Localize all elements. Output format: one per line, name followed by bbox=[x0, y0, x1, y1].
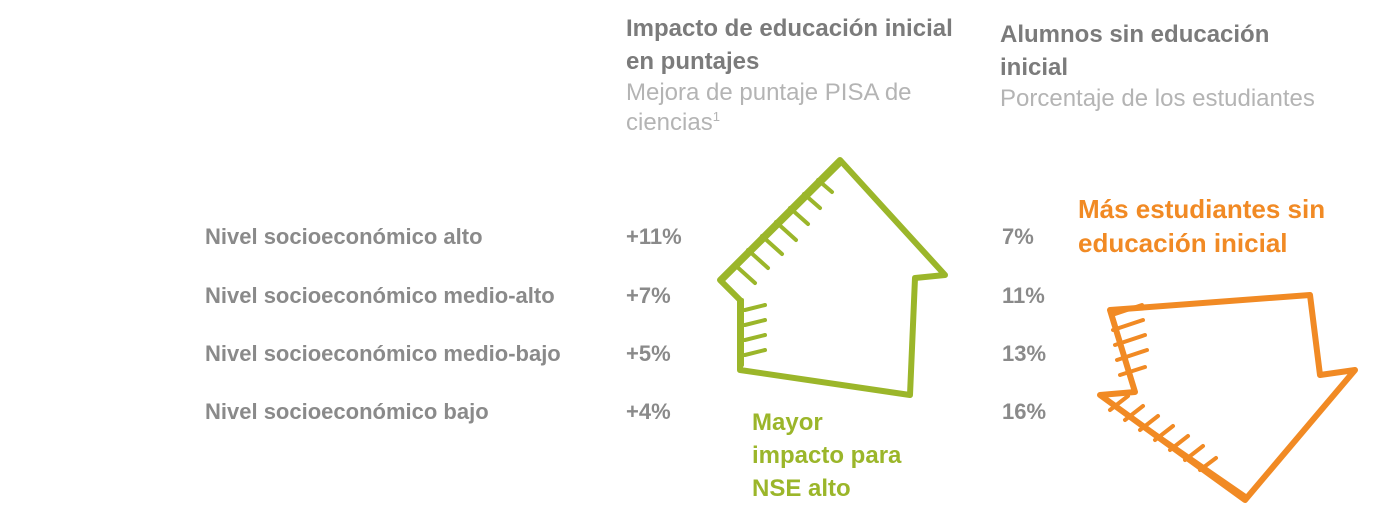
column-title: Impacto de educación inicial en puntajes bbox=[626, 15, 953, 75]
row-value: 11% bbox=[1002, 283, 1045, 308]
row-value: +7% bbox=[626, 283, 671, 308]
row-value: 13% bbox=[1002, 341, 1047, 366]
row-label: Nivel socioeconómico medio-bajo bbox=[205, 341, 561, 366]
column-subtitle: Mejora de puntaje PISA de ciencias1 bbox=[626, 78, 956, 138]
column-header: Alumnos sin educación inicial Porcentaje… bbox=[1000, 18, 1380, 114]
row-value: 16% bbox=[1002, 399, 1047, 424]
orange-arrow bbox=[1097, 292, 1358, 503]
column-header: Impacto de educación inicial en puntajes… bbox=[626, 12, 956, 138]
row-value: +5% bbox=[626, 341, 671, 366]
row-value: +4% bbox=[626, 399, 671, 424]
column-subtitle: Porcentaje de los estudiantes bbox=[1000, 85, 1315, 112]
green-arrow bbox=[717, 157, 948, 398]
row-label: Nivel socioeconómico medio-alto bbox=[205, 283, 555, 308]
annotation: Mayor impacto para NSE alto bbox=[752, 409, 902, 502]
row-value: +11% bbox=[626, 224, 682, 249]
subtitle-text: Mejora de puntaje PISA de ciencias bbox=[626, 79, 912, 136]
footnote-marker: 1 bbox=[712, 109, 720, 124]
column-title: Alumnos sin educación inicial bbox=[1000, 21, 1270, 81]
annotation: Más estudiantes sin educación inicial bbox=[1078, 194, 1326, 258]
row-value: 7% bbox=[1002, 224, 1034, 249]
row-label: Nivel socioeconómico alto bbox=[205, 224, 483, 249]
row-label: Nivel socioeconómico bajo bbox=[205, 399, 489, 424]
